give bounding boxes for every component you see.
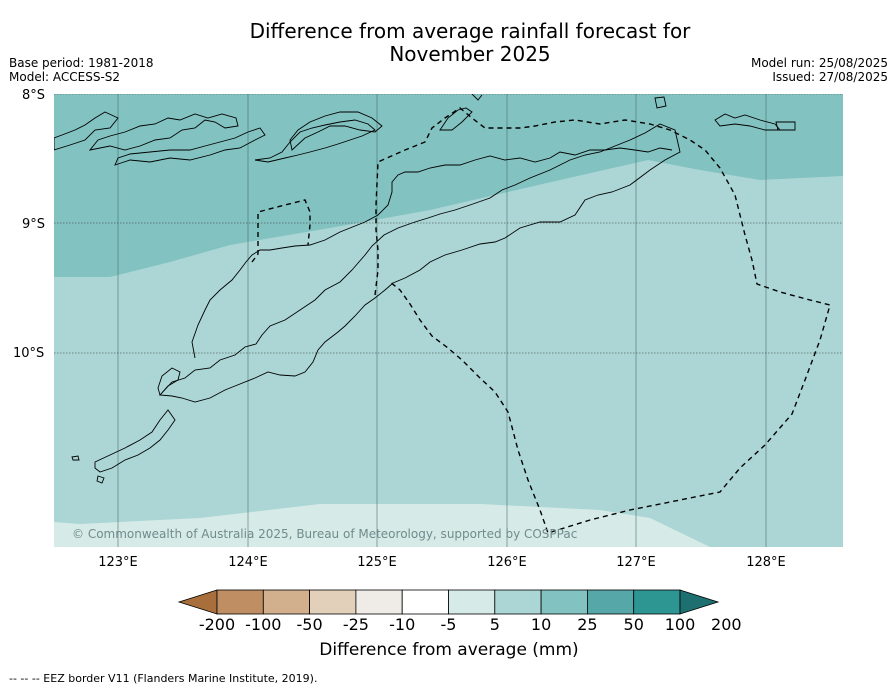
chart-title: Difference from average rainfall forecas…: [200, 20, 740, 66]
colorbar-box: [309, 589, 357, 615]
title-line-1: Difference from average rainfall forecas…: [249, 19, 691, 43]
colorbar-tick-label: 25: [577, 615, 597, 634]
meta-right: Model run: 25/08/2025 Issued: 27/08/2025: [751, 56, 888, 84]
colorbar-tick-labels: -200 -100 -50 -25 -10 -5 5 10 25 50 100 200: [199, 615, 742, 634]
eez-border: [374, 107, 831, 534]
coastline-wetar-east: [439, 107, 473, 131]
rain-anomaly-5-10-zone: [54, 504, 710, 547]
colorbar-tick-label: -25: [343, 615, 369, 634]
colorbar: [177, 589, 720, 615]
colorbar-tick-label: -5: [441, 615, 457, 634]
colorbar-extend-low: [177, 589, 218, 615]
gridlines: [117, 94, 767, 547]
colorbar-box: [262, 589, 310, 615]
coastline-small-island-b: [96, 475, 105, 484]
copyright-text: © Commonwealth of Australia 2025, Bureau…: [72, 527, 577, 541]
coastline-rote: [157, 367, 181, 396]
colorbar-tick-label: 200: [711, 615, 742, 634]
coastline-north-small-a: [654, 96, 667, 109]
lat-gridlines: [54, 94, 843, 354]
colorbar-box: [216, 589, 264, 615]
lon-label-125e: 125°E: [357, 555, 397, 570]
colorbar-tick-label: -10: [389, 615, 415, 634]
lon-label-128e: 128°E: [746, 555, 786, 570]
coastline-flores: [54, 111, 119, 151]
title-line-2: November 2025: [389, 42, 551, 66]
colorbar-label: Difference from average (mm): [319, 640, 579, 660]
colorbar-box: [401, 589, 449, 615]
lon-label-124e: 124°E: [228, 555, 268, 570]
coastline-alor: [254, 119, 376, 163]
meta-left: Base period: 1981-2018 Model: ACCESS-S2: [9, 56, 154, 84]
eez-footnote: -- -- -- EEZ border V11 (Flanders Marine…: [9, 672, 318, 685]
lon-label-123e: 123°E: [98, 555, 138, 570]
lon-label-127e: 127°E: [616, 555, 656, 570]
colorbar-box: [448, 589, 496, 615]
coastline-north-islands-b: [114, 127, 266, 166]
coastline-north-small-d: [471, 94, 483, 101]
colorbar-tick-label: -200: [199, 615, 235, 634]
model-name: Model: ACCESS-S2: [9, 70, 121, 84]
colorbar-box: [355, 589, 403, 615]
colorbar-tick-label: 10: [531, 615, 551, 634]
lat-label-9s: 9°S: [22, 217, 45, 232]
coastline-timor-west: [191, 147, 673, 359]
coastline-wetar: [289, 111, 383, 151]
colorbar-box: [587, 589, 635, 615]
lon-label-126e: 126°E: [487, 555, 527, 570]
colorbar-box: [633, 589, 681, 615]
colorbar-tick-label: -100: [245, 615, 281, 634]
coastline-north-islands-a: [88, 113, 239, 151]
issued-date: Issued: 27/08/2025: [772, 70, 888, 84]
base-period: Base period: 1981-2018: [9, 56, 154, 70]
rain-anomaly-25-50-zone: [54, 94, 843, 277]
coastline-small-island-a: [71, 455, 80, 461]
colorbar-box: [494, 589, 542, 615]
colorbar-tick-label: 50: [624, 615, 644, 634]
lat-label-10s: 10°S: [13, 346, 44, 361]
colorbar-tick-label: -50: [297, 615, 323, 634]
coastline-north-small-c: [775, 121, 796, 131]
colorbar-extend-high: [679, 589, 720, 615]
coastline-timor: [159, 123, 681, 403]
colorbar-tick-label: 5: [490, 615, 500, 634]
model-run: Model run: 25/08/2025: [750, 56, 888, 70]
colorbar-tick-label: 100: [665, 615, 696, 634]
coastline-southwest-islands: [94, 409, 176, 473]
lat-label-8s: 8°S: [22, 88, 45, 103]
colorbar-box: [540, 589, 588, 615]
